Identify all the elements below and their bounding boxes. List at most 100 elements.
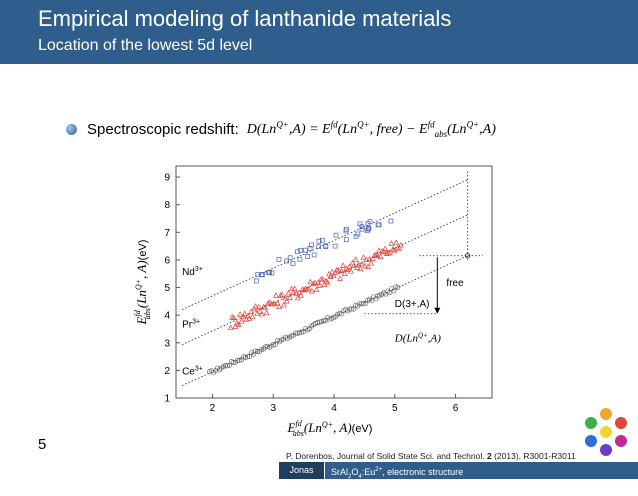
data-point bbox=[336, 275, 343, 281]
page-number: 5 bbox=[38, 436, 47, 453]
y-axis-label: Efdabs(LnQ+, A)(eV) bbox=[133, 240, 152, 326]
data-point bbox=[353, 233, 359, 239]
y-tick-label: 7 bbox=[164, 228, 170, 239]
data-point bbox=[388, 218, 394, 224]
data-point bbox=[332, 243, 338, 249]
data-point bbox=[358, 260, 365, 267]
redshift-annotation bbox=[364, 171, 483, 315]
data-point bbox=[307, 278, 314, 285]
data-point bbox=[265, 300, 272, 306]
data-point bbox=[352, 256, 359, 262]
data-point bbox=[357, 301, 363, 307]
series-Nd3+ bbox=[253, 218, 394, 284]
data-point bbox=[395, 285, 401, 291]
data-point bbox=[397, 241, 404, 248]
redshift-arrowhead bbox=[434, 307, 441, 314]
x-tick-label: 2 bbox=[210, 403, 216, 414]
data-point bbox=[359, 226, 365, 232]
data-point bbox=[262, 344, 269, 350]
slide-title: Empirical modeling of lanthanide materia… bbox=[38, 6, 452, 31]
x-tick-label: 4 bbox=[331, 403, 337, 414]
data-point bbox=[257, 308, 264, 314]
data-point bbox=[319, 276, 326, 282]
slide-subtitle: Location of the lowest 5d level bbox=[38, 37, 253, 54]
data-point bbox=[288, 285, 295, 292]
data-point bbox=[361, 300, 367, 306]
data-point bbox=[277, 292, 284, 298]
data-point bbox=[230, 360, 237, 366]
data-point bbox=[308, 288, 315, 294]
data-point bbox=[303, 247, 308, 253]
slide-footer: Jonas Joos SrAl2O4:Eu2+, electronic stru… bbox=[0, 462, 638, 492]
data-point bbox=[310, 280, 317, 287]
data-point bbox=[254, 348, 261, 355]
x-axis-label: Efd abs(LnQ+, A)(eV) bbox=[287, 419, 373, 438]
series-label-nd: Nd3+ bbox=[182, 266, 203, 278]
data-point bbox=[369, 255, 376, 262]
data-point bbox=[377, 253, 384, 259]
data-point bbox=[287, 294, 294, 301]
data-point bbox=[324, 279, 331, 285]
data-point bbox=[354, 264, 361, 270]
series-Ce3+ bbox=[206, 284, 401, 376]
data-point bbox=[276, 303, 283, 310]
data-point bbox=[241, 310, 248, 316]
data-point bbox=[276, 256, 282, 262]
data-point bbox=[274, 299, 281, 306]
data-point bbox=[227, 324, 234, 330]
data-point bbox=[329, 268, 336, 275]
data-point bbox=[298, 247, 303, 253]
data-point bbox=[368, 260, 375, 266]
y-tick-label: 4 bbox=[164, 311, 170, 322]
data-point bbox=[372, 251, 379, 258]
data-point bbox=[279, 291, 286, 298]
data-point bbox=[252, 303, 259, 309]
data-point bbox=[375, 222, 381, 228]
y-tick-label: 5 bbox=[164, 283, 170, 294]
free-ion-point bbox=[465, 253, 471, 259]
data-point bbox=[285, 289, 292, 296]
data-point bbox=[259, 272, 265, 278]
data-point bbox=[258, 346, 265, 352]
data-point bbox=[351, 262, 358, 268]
data-point bbox=[290, 289, 297, 295]
data-point bbox=[347, 268, 354, 274]
y-tick-label: 1 bbox=[164, 394, 170, 405]
series-label-pr: Pr3+ bbox=[182, 319, 200, 331]
data-point bbox=[365, 263, 372, 270]
data-point bbox=[263, 309, 270, 316]
y-tick-label: 9 bbox=[164, 173, 170, 184]
data-point bbox=[351, 306, 357, 312]
data-point bbox=[297, 292, 304, 298]
plot-frame bbox=[175, 165, 493, 399]
data-point bbox=[319, 237, 325, 243]
data-point bbox=[272, 292, 279, 298]
footer-author: Jonas Joos bbox=[279, 462, 324, 492]
d-label: D(3+,A) bbox=[395, 299, 430, 310]
data-point bbox=[253, 278, 259, 284]
bullet-item: Spectroscopic redshift: D(LnQ+,A) = Efd(… bbox=[66, 118, 496, 140]
data-point bbox=[335, 267, 342, 273]
slide-header: Empirical modeling of lanthanide materia… bbox=[0, 0, 638, 64]
data-point bbox=[359, 224, 365, 230]
data-point bbox=[237, 311, 244, 317]
data-point bbox=[359, 301, 365, 307]
data-point bbox=[222, 362, 229, 369]
data-point bbox=[244, 353, 251, 360]
data-point bbox=[282, 294, 289, 301]
data-point bbox=[309, 242, 315, 248]
data-point bbox=[305, 253, 311, 259]
data-point bbox=[249, 313, 256, 320]
data-point bbox=[287, 255, 293, 261]
data-point bbox=[244, 312, 251, 319]
x-tick-label: 5 bbox=[392, 403, 398, 414]
redshift-formula: D(LnQ+,A) = Efd(LnQ+, free) − Efdabs(LnQ… bbox=[246, 119, 496, 139]
series-Pr3+ bbox=[227, 239, 404, 330]
y-tick-label: 8 bbox=[164, 200, 170, 211]
data-point bbox=[262, 304, 269, 310]
d-formula-label: D(LnQ+,A) bbox=[394, 331, 441, 344]
data-point bbox=[388, 240, 395, 246]
data-point bbox=[316, 244, 322, 250]
data-point bbox=[316, 238, 322, 244]
data-point bbox=[382, 245, 389, 252]
